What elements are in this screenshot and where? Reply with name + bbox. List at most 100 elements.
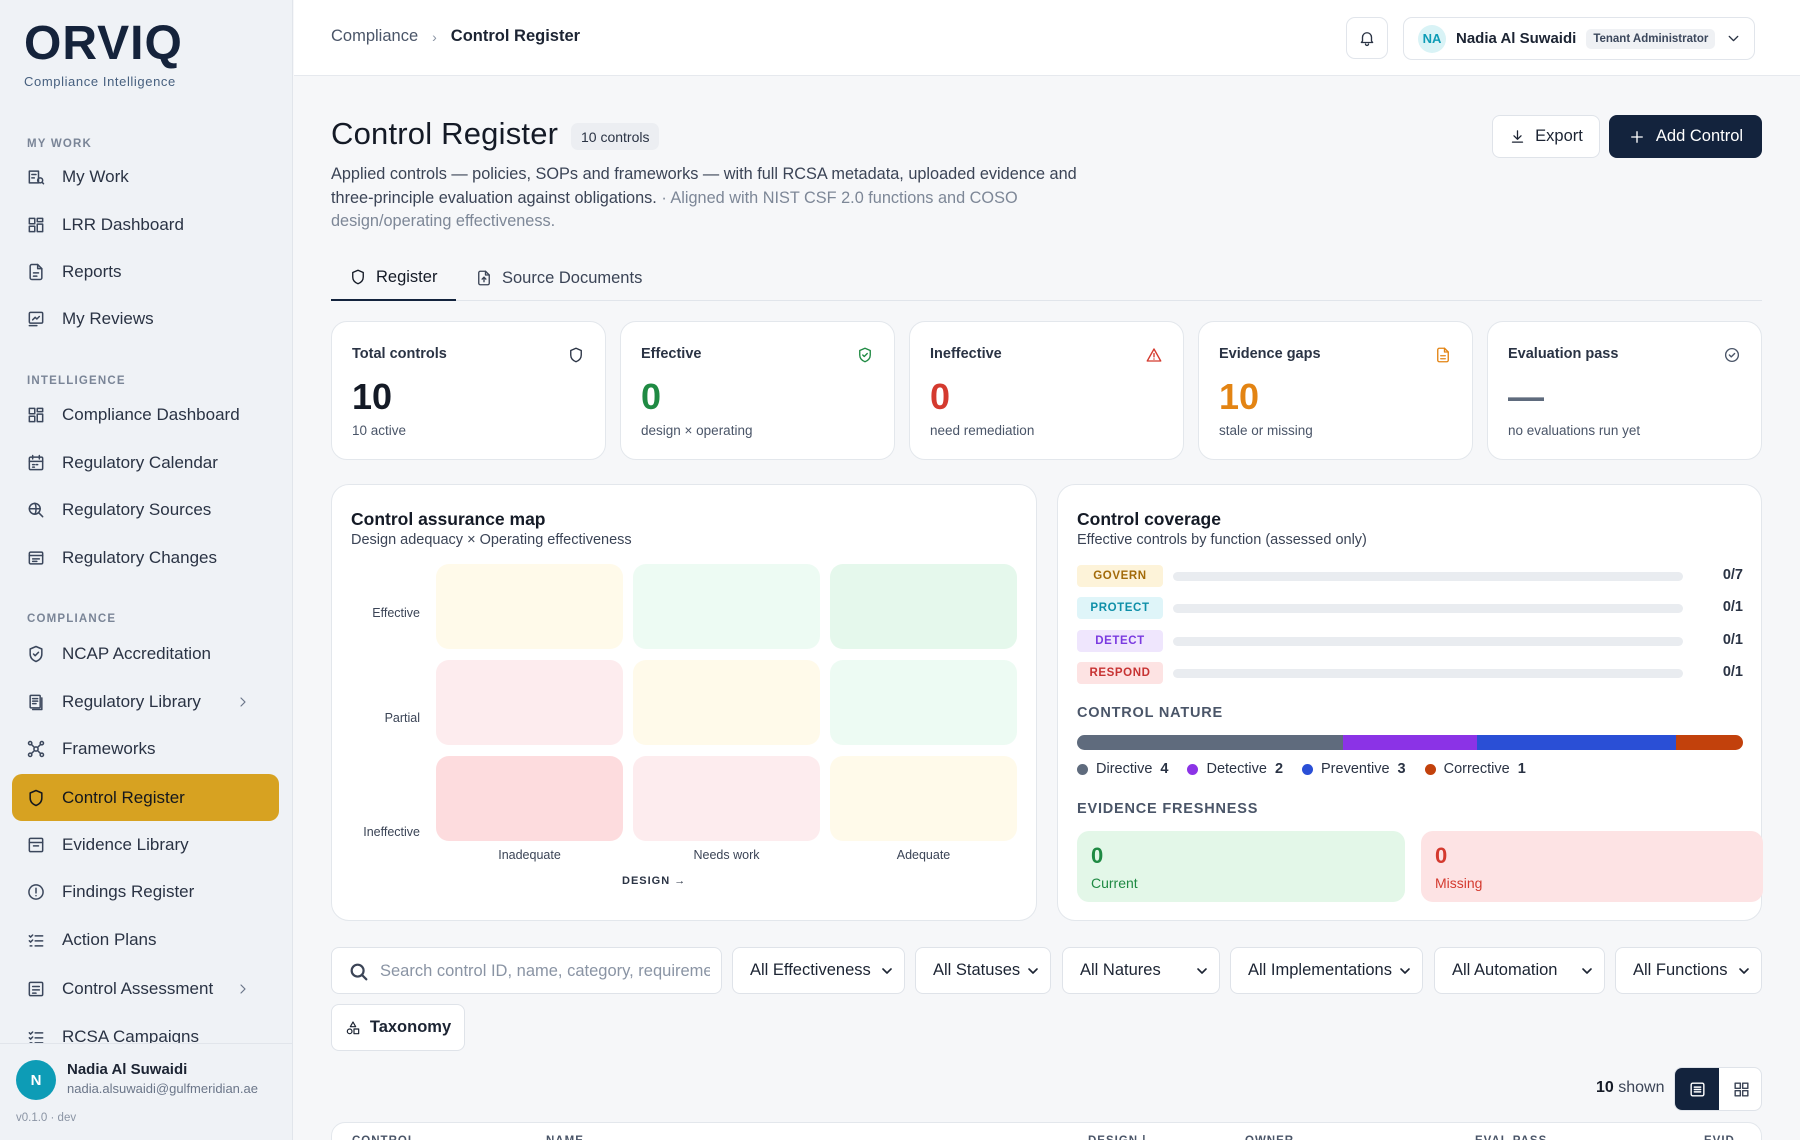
add-control-button[interactable]: Add Control (1609, 115, 1762, 158)
filter-all-implementations[interactable]: All Implementations (1230, 947, 1423, 994)
chevron-down-icon (1025, 963, 1041, 979)
results-count: 10 shown (1596, 1079, 1665, 1097)
grid-view-button[interactable] (1719, 1068, 1761, 1110)
sidebar-item-rcsa-campaigns[interactable]: RCSA Campaigns (12, 1013, 279, 1060)
search-field[interactable] (331, 947, 722, 994)
sidebar-item-regulatory-changes[interactable]: Regulatory Changes (12, 534, 279, 581)
filter-all-natures[interactable]: All Natures (1062, 947, 1220, 994)
heatmap-cell[interactable] (830, 564, 1017, 649)
avatar: NA (1418, 24, 1446, 53)
sidebar-item-action-plans[interactable]: Action Plans (12, 916, 279, 963)
taxonomy-button[interactable]: Taxonomy (331, 1004, 465, 1051)
sidebar-item-reports[interactable]: Reports (12, 248, 279, 295)
filter-all-effectiveness[interactable]: All Effectiveness (732, 947, 905, 994)
nature-legend-item: Detective 2 (1187, 761, 1283, 777)
sidebar-item-regulatory-calendar[interactable]: Regulatory Calendar (12, 439, 279, 486)
heatmap-cell[interactable] (633, 756, 820, 841)
tab-label: Source Documents (502, 268, 643, 287)
tab-source-documents[interactable]: Source Documents (457, 255, 660, 301)
legend-count: 4 (1160, 761, 1169, 777)
task-list-icon (26, 167, 46, 187)
sidebar-item-label: Evidence Library (62, 834, 189, 854)
nature-legend-item: Directive 4 (1077, 761, 1168, 777)
notifications-button[interactable] (1346, 17, 1388, 59)
sidebar-user-card[interactable]: N Nadia Al Suwaidi nadia.alsuwaidi@gulfm… (0, 1043, 292, 1140)
kpi-card-evaluation-pass[interactable]: Evaluation pass — no evaluations run yet (1487, 321, 1762, 460)
table-column-header[interactable]: EVAL PASS (1475, 1135, 1547, 1140)
sidebar-item-regulatory-sources[interactable]: Regulatory Sources (12, 486, 279, 533)
kpi-card-ineffective[interactable]: Ineffective 0 need remediation (909, 321, 1184, 460)
sidebar-item-label: Regulatory Calendar (62, 452, 218, 472)
sidebar-item-regulatory-library[interactable]: Regulatory Library (12, 678, 279, 725)
view-toggle (1674, 1067, 1762, 1111)
kpi-card-evidence-gaps[interactable]: Evidence gaps 10 stale or missing (1198, 321, 1473, 460)
nature-segment-detective (1343, 735, 1477, 750)
sidebar-item-compliance-dashboard[interactable]: Compliance Dashboard (12, 391, 279, 438)
table-column-header[interactable]: EVID (1704, 1135, 1735, 1140)
function-badge: PROTECT (1077, 597, 1163, 619)
sidebar-item-my-reviews[interactable]: My Reviews (12, 295, 279, 342)
brand-logo[interactable]: ORVIQ Compliance Intelligence (24, 20, 183, 90)
legend-dot (1424, 763, 1436, 775)
changes-icon (26, 548, 46, 568)
legend-dot (1187, 763, 1199, 775)
filter-all-statuses[interactable]: All Statuses (915, 947, 1051, 994)
nature-segment-directive (1077, 735, 1344, 750)
heatmap-cell[interactable] (436, 564, 623, 649)
sidebar-item-label: Findings Register (62, 881, 195, 901)
taxonomy-button-label: Taxonomy (369, 1018, 452, 1036)
heatmap-cell[interactable] (633, 564, 820, 649)
heatmap-cell[interactable] (436, 660, 623, 745)
table-column-header[interactable]: CONTROL (352, 1135, 416, 1140)
sidebar-item-lrr-dashboard[interactable]: LRR Dashboard (12, 201, 279, 248)
search-input[interactable] (380, 956, 710, 986)
user-menu-button[interactable]: NA Nadia Al Suwaidi Tenant Administrator (1403, 17, 1755, 60)
legend-label: Detective (1206, 761, 1267, 777)
heatmap-cell[interactable] (436, 756, 623, 841)
control-assurance-map-panel: Control assurance map Design adequacy × … (331, 484, 1037, 921)
sidebar-section-title: COMPLIANCE (27, 613, 117, 625)
sidebar-item-control-assessment[interactable]: Control Assessment (12, 965, 279, 1012)
freshness-card-current[interactable]: 0 Current (1077, 831, 1405, 902)
function-badge: DETECT (1077, 630, 1163, 652)
sidebar-item-label: Frameworks (62, 738, 156, 758)
heatmap-cell[interactable] (830, 660, 1017, 745)
design-axis-tick: Inadequate (498, 848, 561, 862)
table-column-header[interactable]: NAME (546, 1135, 584, 1140)
freshness-card-missing[interactable]: 0 Missing (1421, 831, 1763, 902)
operating-axis-label: Ineffective (363, 825, 420, 839)
filter-all-automation[interactable]: All Automation (1434, 947, 1605, 994)
heatmap-cell[interactable] (633, 660, 820, 745)
sidebar-item-frameworks[interactable]: Frameworks (12, 725, 279, 772)
sidebar-item-findings-register[interactable]: Findings Register (12, 868, 279, 915)
export-button[interactable]: Export (1492, 115, 1600, 158)
table-column-header[interactable]: OWNER (1245, 1135, 1294, 1140)
results-count-value: 10 (1596, 1079, 1614, 1096)
panel-subtitle: Design adequacy × Operating effectivenes… (351, 532, 632, 548)
breadcrumb-parent-link[interactable]: Compliance (331, 27, 419, 45)
function-coverage-row: RESPOND 0/1 (1077, 662, 1743, 684)
user-name: Nadia Al Suwaidi (1456, 30, 1577, 47)
table-column-header[interactable]: DESIGN | (1088, 1135, 1147, 1140)
chevron-right-icon (235, 694, 251, 710)
design-axis-tick: Adequate (896, 848, 951, 862)
list-view-button[interactable] (1675, 1068, 1719, 1110)
sidebar-item-control-register[interactable]: Control Register (12, 774, 279, 821)
sidebar-item-evidence-library[interactable]: Evidence Library (12, 821, 279, 868)
heatmap-cell[interactable] (830, 756, 1017, 841)
coverage-bar (1173, 572, 1683, 581)
nature-segment-corrective (1676, 735, 1743, 750)
filter-all-functions[interactable]: All Functions (1615, 947, 1762, 994)
search-globe-icon (26, 500, 46, 520)
sidebar-item-ncap-accreditation[interactable]: NCAP Accreditation (12, 630, 279, 677)
kpi-card-effective[interactable]: Effective 0 design × operating (620, 321, 895, 460)
sidebar-item-label: Compliance Dashboard (62, 404, 240, 424)
page-description-main: Applied controls — policies, SOPs and fr… (331, 165, 1077, 207)
library-icon (26, 692, 46, 712)
coverage-bar (1173, 637, 1683, 646)
shield-icon (567, 346, 585, 364)
sidebar-item-my-work[interactable]: My Work (12, 153, 279, 200)
tab-register[interactable]: Register (331, 255, 456, 301)
filter-selected-value: All Natures (1080, 961, 1161, 979)
kpi-card-total-controls[interactable]: Total controls 10 10 active (331, 321, 606, 460)
